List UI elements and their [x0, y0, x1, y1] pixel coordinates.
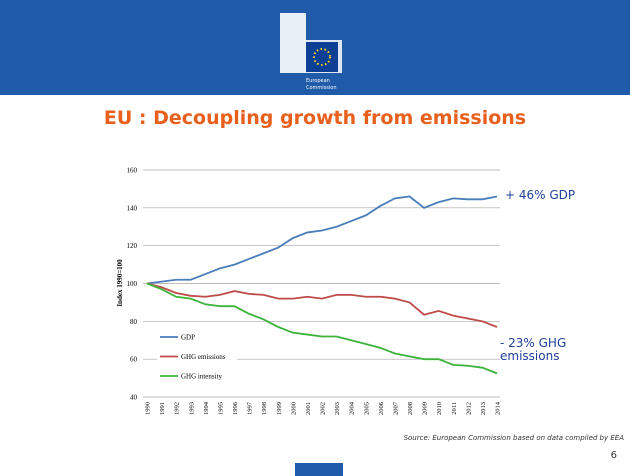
x-tick-label: 1993 — [188, 402, 195, 415]
y-tick-label: 160 — [127, 167, 138, 175]
series-line — [146, 282, 498, 328]
logo-building — [280, 13, 306, 73]
x-tick-label: 2013 — [480, 402, 487, 415]
eu-stars — [313, 48, 331, 66]
x-tick-label: 1997 — [247, 401, 254, 415]
legend-label: GDP — [181, 334, 195, 342]
x-tick-label: 1998 — [261, 402, 268, 415]
x-tick-label: 2005 — [363, 402, 370, 415]
x-tick-label: 2001 — [305, 402, 312, 415]
annotation: + 46% GDP — [505, 188, 575, 202]
annotation: emissions — [500, 349, 559, 363]
legend-label: GHG intensity — [181, 373, 223, 381]
logo: European Commission — [280, 13, 342, 91]
eu-flag — [306, 42, 338, 72]
x-tick-label: 2004 — [349, 401, 356, 415]
y-tick-label: 100 — [127, 280, 138, 288]
x-tick-label: 2000 — [290, 402, 297, 415]
logo-text: Commission — [306, 85, 337, 91]
x-tick-label: 1991 — [159, 402, 166, 415]
x-tick-label: 2012 — [465, 402, 472, 415]
x-tick-label: 2003 — [334, 402, 341, 415]
x-tick-label: 2002 — [320, 402, 327, 415]
legend-bg — [157, 370, 237, 382]
chart-title: EU : Decoupling growth from emissions — [104, 107, 526, 129]
x-tick-label: 2011 — [451, 402, 458, 415]
x-tick-label: 1995 — [217, 402, 224, 415]
series-line — [146, 282, 498, 375]
x-tick-label: 1990 — [145, 402, 152, 415]
y-tick-label: 120 — [127, 242, 138, 250]
logo-text: European — [306, 78, 330, 84]
annotation: - 23% GHG — [500, 336, 566, 350]
x-tick-label: 1999 — [276, 402, 283, 415]
x-tick-label: 1996 — [232, 401, 239, 415]
page-number: 6 — [611, 450, 617, 461]
x-tick-label: 2009 — [422, 402, 429, 415]
x-tick-label: 2010 — [436, 402, 443, 415]
series-line — [146, 195, 498, 285]
x-tick-label: 2014 — [495, 401, 502, 415]
x-tick-label: 2007 — [392, 401, 399, 415]
y-tick-label: 60 — [130, 356, 138, 364]
footer-bar — [295, 463, 343, 476]
y-tick-label: 80 — [130, 318, 138, 326]
x-tick-label: 1992 — [174, 402, 181, 415]
y-tick-label: 40 — [130, 394, 138, 402]
y-tick-label: 140 — [127, 204, 138, 212]
x-tick-label: 2006 — [378, 401, 385, 415]
legend-bg — [157, 350, 237, 363]
source-note: Source: European Commission based on dat… — [404, 434, 625, 442]
legend-bg — [157, 331, 237, 343]
x-tick-label: 1994 — [203, 401, 210, 415]
x-tick-label: 2008 — [407, 402, 414, 415]
legend-label: GHG emissions — [181, 353, 226, 361]
y-axis-label: Index 1990=100 — [116, 259, 124, 307]
